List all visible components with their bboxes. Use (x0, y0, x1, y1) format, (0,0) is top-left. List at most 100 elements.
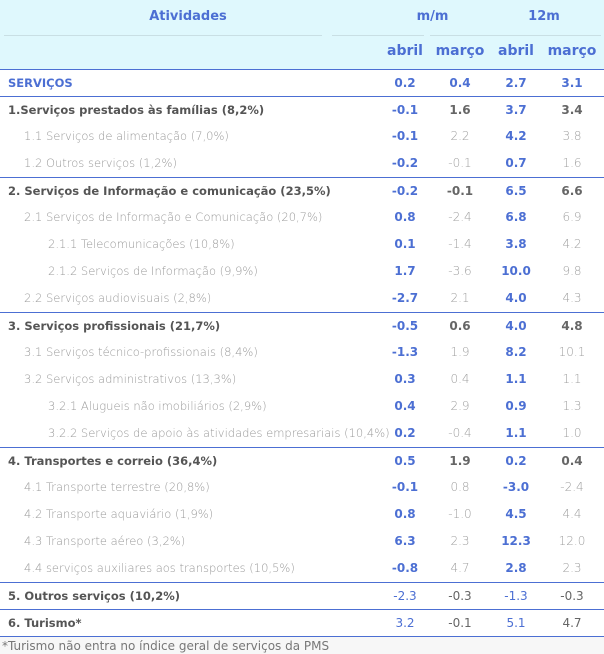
row-label: 6. Turismo* (8, 616, 82, 630)
mm-marco-value: 2.9 (450, 399, 470, 413)
row-label: SERVIÇOS (8, 76, 73, 90)
table-row: 2.1.1 Telecomunicações (10,8%) 0.1 -1.4 3.8… (0, 231, 604, 258)
header-divider (4, 35, 322, 36)
12m-marco-value: 6.6 (561, 184, 583, 198)
mm-abril-value: -0.1 (391, 129, 419, 143)
table-row: 2.2 Serviços audiovisuais (2,8%) -2.7 2.1 4… (0, 285, 604, 312)
table-row: SERVIÇOS 0.2 0.4 2.7 3.1 (0, 69, 604, 97)
mm-abril-value: -0.1 (391, 480, 419, 494)
12m-marco-value: 9.8 (562, 264, 582, 278)
12m-abril-value: 12.3 (501, 534, 531, 548)
12m-marco-value: 3.1 (561, 76, 583, 90)
header-mm: m/m (416, 9, 449, 24)
row-label: 1.1 Serviços de alimentação (7,0%) (24, 129, 229, 143)
12m-abril-value: 3.8 (505, 237, 527, 251)
table-row: 2. Serviços de Informação e comunicação … (0, 177, 604, 205)
mm-marco-value: 2.1 (450, 291, 470, 305)
row-label: 4.4 serviços auxiliares aos transportes … (24, 561, 295, 575)
mm-marco-value: -1.0 (448, 507, 472, 521)
mm-marco-value: 0.4 (449, 76, 471, 90)
mm-marco-value: 1.9 (449, 454, 471, 468)
12m-marco-value: 3.4 (561, 103, 583, 117)
table-row: 3.2.1 Alugueis não imobiliários (2,9%) 0.… (0, 393, 604, 420)
12m-abril-value: 10.0 (501, 264, 531, 278)
mm-marco-value: -3.6 (448, 264, 472, 278)
mm-marco-value: 0.4 (450, 372, 470, 386)
row-label: 3.1 Serviços técnico-profissionais (8,4%… (24, 345, 258, 359)
table-row: 4.4 serviços auxiliares aos transportes … (0, 555, 604, 582)
row-label: 4. Transportes e correio (36,4%) (8, 454, 218, 468)
mm-abril-value: 0.4 (394, 399, 416, 413)
mm-abril-value: -1.3 (391, 345, 419, 359)
12m-marco-value: 0.4 (561, 454, 583, 468)
table-row: 2.1 Serviços de Informação e Comunicação… (0, 204, 604, 231)
mm-abril-value: -0.2 (391, 184, 419, 198)
mm-marco-value: 0.6 (449, 319, 471, 333)
12m-abril-value: -1.3 (504, 589, 528, 603)
12m-marco-value: 1.6 (562, 156, 582, 170)
footnote: *Turismo não entra no índice geral de se… (0, 636, 604, 654)
header-divider (430, 35, 601, 36)
12m-marco-value: 10.1 (558, 345, 586, 359)
row-label: 2. Serviços de Informação e comunicação … (8, 184, 331, 198)
header-mm-marco: março (435, 43, 485, 59)
mm-marco-value: -2.4 (448, 210, 472, 224)
mm-marco-value: -1.4 (448, 237, 472, 251)
table-row: 1.Serviços prestados às famílias (8,2%) -… (0, 96, 604, 124)
mm-abril-value: -0.5 (391, 319, 419, 333)
12m-abril-value: 0.7 (505, 156, 527, 170)
row-label: 2.1.1 Telecomunicações (10,8%) (48, 237, 235, 251)
12m-abril-value: -3.0 (502, 480, 530, 494)
12m-abril-value: 6.8 (505, 210, 527, 224)
table-header: Atividades m/m 12m abril março abril mar… (0, 0, 604, 69)
12m-abril-value: 3.7 (505, 103, 527, 117)
header-mm-abril: abril (387, 43, 423, 59)
table-row: 4. Transportes e correio (36,4%) 0.5 1.9 0.… (0, 447, 604, 475)
12m-abril-value: 4.2 (505, 129, 527, 143)
12m-marco-value: 2.3 (562, 561, 582, 575)
mm-marco-value: 1.6 (449, 103, 471, 117)
12m-abril-value: 2.8 (505, 561, 527, 575)
12m-marco-value: 4.3 (562, 291, 582, 305)
mm-abril-value: -2.3 (393, 589, 417, 603)
12m-marco-value: 3.8 (562, 129, 582, 143)
12m-abril-value: 1.1 (505, 426, 527, 440)
row-label: 1.2 Outros serviços (1,2%) (24, 156, 177, 170)
mm-abril-value: 0.8 (394, 210, 416, 224)
mm-abril-value: 0.3 (394, 372, 416, 386)
row-label: 2.2 Serviços audiovisuais (2,8%) (24, 291, 212, 305)
header-atividades: Atividades (149, 9, 227, 24)
table-row: 1.1 Serviços de alimentação (7,0%) -0.1 2.… (0, 123, 604, 150)
row-label: 5. Outros serviços (10,2%) (8, 589, 180, 603)
12m-abril-value: 2.7 (505, 76, 527, 90)
table-row: 1.2 Outros serviços (1,2%) -0.2 -0.1 0.7 1.6 (0, 150, 604, 177)
mm-abril-value: 0.2 (394, 426, 416, 440)
12m-abril-value: 1.1 (505, 372, 527, 386)
mm-abril-value: 0.8 (394, 507, 416, 521)
row-label: 3. Serviços profissionais (21,7%) (8, 319, 221, 333)
table-row: 4.3 Transporte aéreo (3,2%) 6.3 2.3 12.3 12.… (0, 528, 604, 555)
header-12m-marco: março (547, 43, 597, 59)
12m-marco-value: 6.9 (562, 210, 582, 224)
table-row: 3.2 Serviços administrativos (13,3%) 0.3 0… (0, 366, 604, 393)
mm-marco-value: 2.2 (450, 129, 470, 143)
header-12m: 12m (528, 9, 560, 24)
12m-abril-value: 0.2 (505, 454, 527, 468)
row-label: 4.2 Transporte aquaviário (1,9%) (24, 507, 214, 521)
table-row: 3.2.2 Serviços de apoio às atividades em… (0, 420, 604, 447)
mm-marco-value: -0.1 (446, 184, 474, 198)
12m-abril-value: 5.1 (506, 616, 526, 630)
mm-marco-value: 0.8 (450, 480, 470, 494)
mm-abril-value: 6.3 (394, 534, 416, 548)
mm-marco-value: 4.7 (450, 561, 470, 575)
mm-abril-value: 0.5 (394, 454, 416, 468)
row-label: 3.2.2 Serviços de apoio às atividades em… (48, 426, 390, 440)
mm-abril-value: -0.1 (391, 103, 419, 117)
table-row: 4.1 Transporte terrestre (20,8%) -0.1 0.8 -… (0, 474, 604, 501)
row-label: 3.2 Serviços administrativos (13,3%) (24, 372, 237, 386)
table-row: 2.1.2 Serviços de Informação (9,9%) 1.7 -3… (0, 258, 604, 285)
mm-marco-value: -0.1 (448, 616, 472, 630)
table-row: 4.2 Transporte aquaviário (1,9%) 0.8 -1.0 4… (0, 501, 604, 528)
header-12m-abril: abril (498, 43, 534, 59)
